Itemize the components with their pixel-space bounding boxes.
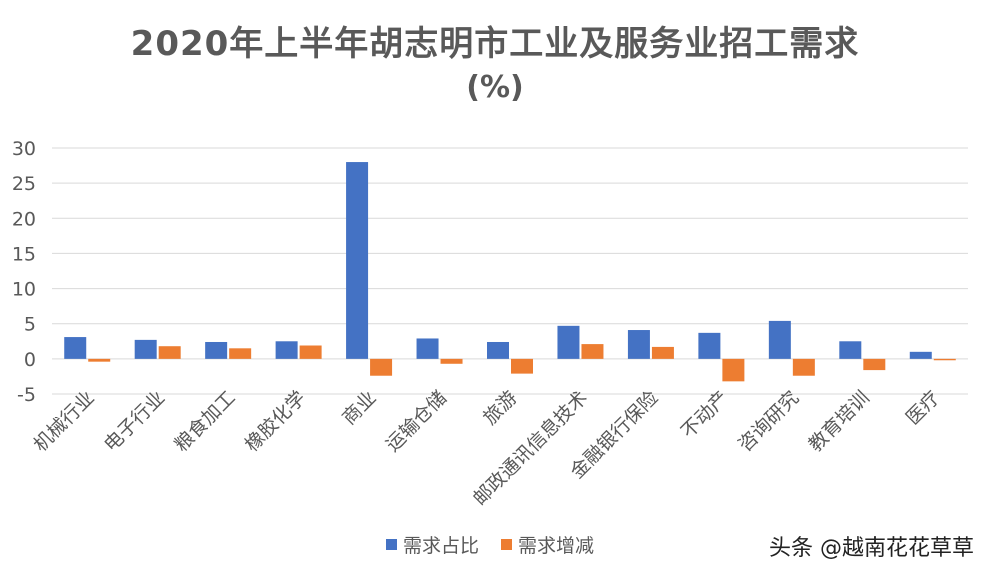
x-tick-label: 商业 bbox=[338, 387, 380, 429]
legend-label-share: 需求占比 bbox=[403, 535, 480, 557]
x-tick-label: 机械行业 bbox=[29, 387, 98, 456]
x-tick-label: 旅游 bbox=[479, 387, 521, 429]
bar-change bbox=[933, 358, 956, 361]
x-tick-label: 橡胶化学 bbox=[241, 387, 310, 456]
bar-share bbox=[768, 320, 791, 359]
bar-share bbox=[64, 337, 87, 359]
bar-share bbox=[205, 341, 228, 359]
bar-change bbox=[581, 344, 604, 359]
watermark-text: 头条 @越南花花草草 bbox=[769, 536, 974, 561]
bar-share bbox=[839, 341, 862, 359]
legend-swatch-share bbox=[386, 539, 397, 550]
bar-change bbox=[88, 358, 111, 362]
bar-change bbox=[158, 346, 181, 359]
legend: 需求占比 需求增减 bbox=[386, 531, 594, 558]
y-tick-label: 30 bbox=[12, 138, 36, 160]
legend-swatch-change bbox=[501, 539, 513, 550]
y-tick-label: 25 bbox=[12, 173, 36, 195]
bar-share bbox=[909, 351, 932, 359]
bar-share bbox=[627, 330, 650, 359]
bar-change bbox=[511, 358, 533, 374]
y-tick-label: 5 bbox=[24, 314, 36, 336]
bar-share bbox=[698, 332, 721, 359]
x-tick-label: 电子行业 bbox=[100, 387, 169, 456]
legend-label-change: 需求增减 bbox=[518, 535, 595, 557]
bar-share bbox=[134, 339, 157, 359]
y-tick-label: 15 bbox=[12, 243, 36, 265]
x-tick-label: 医疗 bbox=[902, 387, 944, 429]
chart-subtitle: (%) bbox=[466, 70, 524, 105]
bar-change bbox=[651, 346, 674, 359]
bar-change bbox=[863, 358, 886, 371]
bar-change bbox=[370, 358, 393, 376]
x-tick-label: 不动产 bbox=[677, 387, 733, 443]
legend-item-change: 需求增减 bbox=[501, 531, 594, 558]
bar-change bbox=[792, 358, 815, 376]
bar-share bbox=[487, 341, 509, 359]
bar-share bbox=[557, 325, 580, 359]
y-tick-label: 20 bbox=[12, 208, 36, 230]
chart-title: 2020年上半年胡志明市工业及服务业招工需求 bbox=[130, 24, 860, 64]
y-tick-label: 0 bbox=[24, 349, 36, 371]
x-tick-label: 教育培训 bbox=[805, 387, 874, 456]
x-tick-label: 粮食加工 bbox=[170, 387, 239, 456]
bar-change bbox=[229, 348, 252, 359]
bar-change bbox=[299, 345, 322, 359]
bar-share bbox=[275, 341, 298, 359]
legend-item-share: 需求占比 bbox=[386, 531, 479, 558]
bar-share bbox=[416, 338, 439, 359]
x-tick-label: 咨询研究 bbox=[734, 387, 803, 456]
x-tick-label: 运输仓储 bbox=[382, 387, 451, 456]
bar-change bbox=[722, 358, 745, 382]
bar-change bbox=[440, 358, 463, 364]
y-tick-label: 10 bbox=[12, 279, 36, 301]
y-tick-label: -5 bbox=[17, 384, 36, 406]
bar-share bbox=[346, 162, 369, 359]
